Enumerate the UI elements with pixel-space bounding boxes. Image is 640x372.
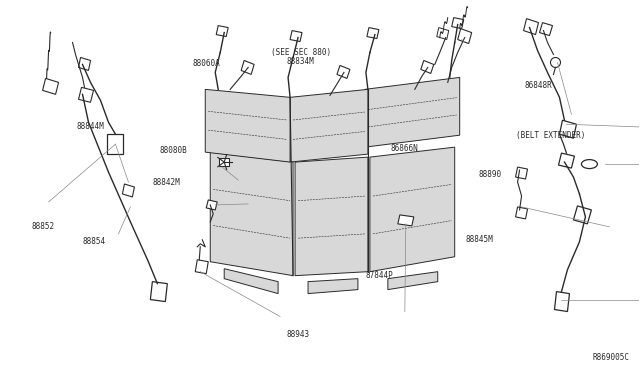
Polygon shape — [452, 17, 464, 29]
Polygon shape — [554, 292, 570, 311]
Text: 88834M: 88834M — [287, 57, 315, 66]
Text: R869005C: R869005C — [593, 353, 630, 362]
Polygon shape — [79, 58, 90, 70]
Polygon shape — [79, 87, 93, 102]
Polygon shape — [559, 153, 575, 168]
Polygon shape — [224, 269, 278, 294]
Polygon shape — [108, 134, 124, 154]
Text: 88842M: 88842M — [153, 178, 180, 187]
Polygon shape — [216, 26, 228, 36]
Ellipse shape — [550, 58, 561, 67]
Polygon shape — [436, 28, 449, 39]
Text: 88943: 88943 — [286, 330, 309, 340]
Text: 88060A: 88060A — [192, 59, 220, 68]
Text: 86848R: 86848R — [524, 81, 552, 90]
Text: 87844P: 87844P — [366, 271, 394, 280]
Polygon shape — [367, 28, 379, 39]
Polygon shape — [195, 260, 208, 274]
Text: 88080B: 88080B — [159, 146, 187, 155]
Polygon shape — [516, 167, 527, 179]
Text: 88844M: 88844M — [76, 122, 104, 131]
Text: 86866N: 86866N — [390, 144, 418, 153]
Polygon shape — [524, 19, 538, 35]
Polygon shape — [573, 206, 591, 224]
Polygon shape — [290, 31, 302, 42]
Polygon shape — [220, 158, 229, 166]
Polygon shape — [295, 157, 368, 276]
Text: 88845M: 88845M — [466, 235, 493, 244]
Polygon shape — [122, 184, 134, 197]
Polygon shape — [337, 65, 350, 78]
Text: (BELT EXTENDER): (BELT EXTENDER) — [516, 131, 586, 141]
Text: 88890: 88890 — [478, 170, 502, 179]
Polygon shape — [43, 78, 59, 94]
Ellipse shape — [581, 160, 597, 169]
Polygon shape — [540, 23, 552, 36]
Text: 88852: 88852 — [31, 222, 54, 231]
Polygon shape — [559, 120, 577, 138]
Polygon shape — [370, 147, 454, 272]
Polygon shape — [150, 282, 167, 302]
Polygon shape — [206, 200, 217, 210]
Polygon shape — [241, 61, 254, 74]
Polygon shape — [458, 29, 472, 44]
Polygon shape — [420, 61, 434, 73]
Polygon shape — [398, 215, 414, 226]
Polygon shape — [210, 152, 293, 276]
Polygon shape — [516, 207, 527, 219]
Polygon shape — [365, 77, 460, 147]
Text: (SEE SEC 880): (SEE SEC 880) — [271, 48, 331, 57]
Polygon shape — [388, 272, 438, 290]
Polygon shape — [205, 89, 290, 162]
Polygon shape — [308, 279, 358, 294]
Polygon shape — [290, 89, 368, 162]
Text: 88854: 88854 — [83, 237, 106, 246]
